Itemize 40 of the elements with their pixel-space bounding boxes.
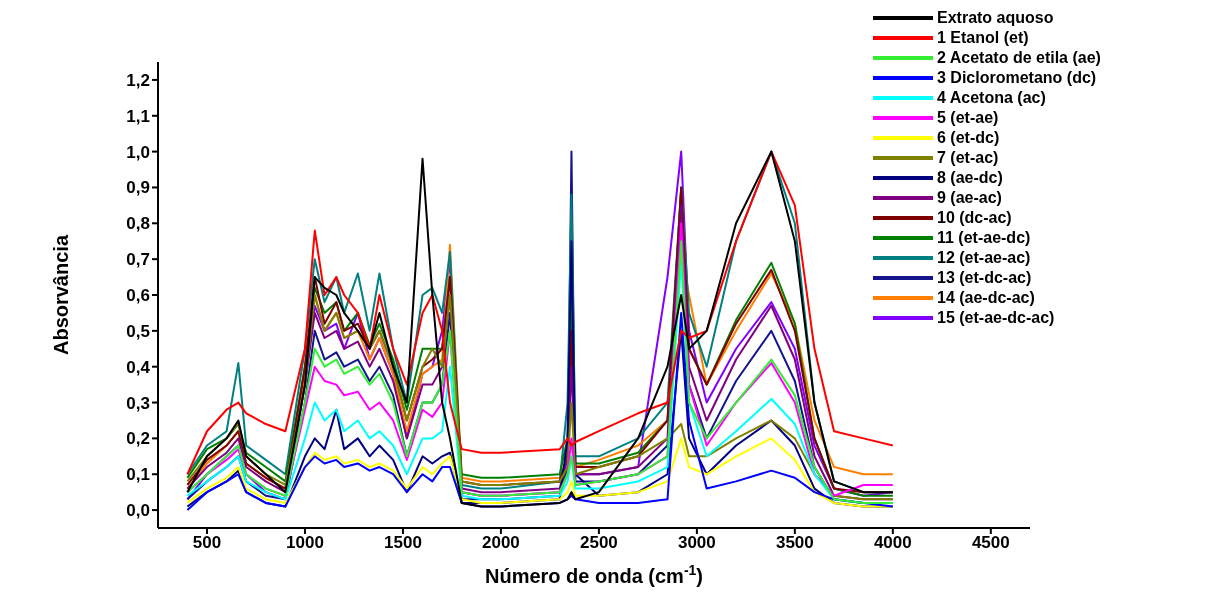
legend-label: 6 (et-dc) <box>937 129 1000 147</box>
y-tick-label: 0,2 <box>126 429 150 449</box>
legend-label: 10 (dc-ac) <box>937 209 1012 227</box>
y-tick-label: 1,1 <box>126 106 150 126</box>
x-tick-label: 1000 <box>286 533 324 553</box>
legend-label: 14 (ae-dc-ac) <box>937 289 1035 307</box>
legend-label: 12 (et-ae-ac) <box>937 249 1031 267</box>
y-axis-title: Absorvância <box>50 234 72 356</box>
legend-label: 15 (et-ae-dc-ac) <box>937 309 1055 327</box>
x-tick-label: 2000 <box>482 533 520 553</box>
x-tick-label: 4500 <box>971 533 1010 553</box>
x-axis-title: Número de onda (cm$^{-1}$) <box>484 562 704 587</box>
y-tick-label: 0,3 <box>126 393 150 413</box>
x-tick-label: 1500 <box>384 533 422 553</box>
legend-label: 4 Acetona (ac) <box>937 89 1046 107</box>
y-tick-label: 0,4 <box>126 357 151 377</box>
x-tick-label: 3000 <box>677 533 716 553</box>
y-tick-label: 0,6 <box>126 286 150 306</box>
y-tick-label: 0,8 <box>126 214 150 234</box>
legend-label: 8 (ae-dc) <box>937 169 1003 187</box>
legend-label: 2 Acetato de etila (ae) <box>937 49 1101 67</box>
y-tick-label: 1,2 <box>126 70 150 90</box>
legend-label: 1 Etanol (et) <box>937 29 1029 47</box>
x-tick-label: 3500 <box>775 533 814 553</box>
legend-label: 3 Diclorometano (dc) <box>937 69 1097 87</box>
legend-label: 7 (et-ac) <box>937 149 999 167</box>
y-tick-label: 0,5 <box>126 321 150 341</box>
x-tick-label: 4000 <box>873 533 912 553</box>
legend-label: 13 (et-dc-ac) <box>937 269 1032 287</box>
legend-label: 11 (et-ae-dc) <box>937 229 1031 247</box>
y-tick-label: 0,0 <box>126 501 150 521</box>
y-tick-label: 0,1 <box>126 465 150 485</box>
y-tick-label: 0,9 <box>126 178 150 198</box>
legend-label: 5 (et-ae) <box>937 109 999 127</box>
legend-label: 9 (ae-ac) <box>937 189 1002 207</box>
y-tick-label: 0,7 <box>126 250 150 270</box>
legend-label: Extrato aquoso <box>937 9 1054 27</box>
y-tick-label: 1,0 <box>126 142 150 162</box>
x-tick-label: 2500 <box>579 533 618 553</box>
x-tick-label: 500 <box>192 533 222 553</box>
